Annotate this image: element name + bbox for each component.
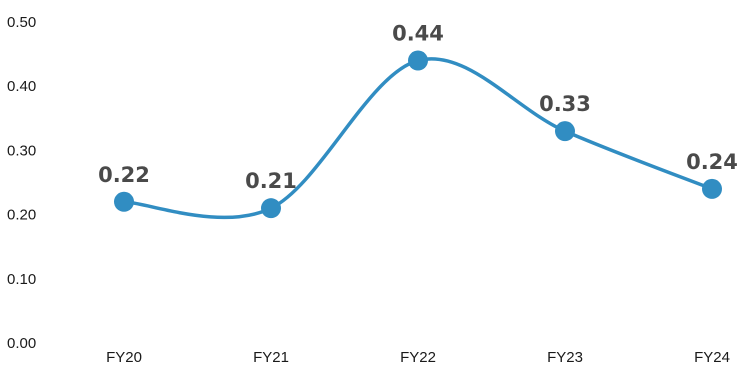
y-axis: 0.00 0.10 0.20 0.30 0.40 0.50 bbox=[7, 14, 36, 352]
y-tick-label: 0.40 bbox=[7, 78, 36, 95]
x-tick-label: FY22 bbox=[400, 349, 436, 366]
data-point bbox=[408, 50, 428, 71]
y-tick-label: 0.00 bbox=[7, 335, 36, 352]
y-tick-label: 0.30 bbox=[7, 142, 36, 159]
data-point bbox=[114, 191, 134, 212]
y-tick-label: 0.10 bbox=[7, 271, 36, 288]
data-point bbox=[555, 121, 575, 142]
y-tick-label: 0.50 bbox=[7, 14, 36, 31]
y-tick-label: 0.20 bbox=[7, 207, 36, 224]
series-line bbox=[122, 57, 714, 220]
x-tick-label: FY24 bbox=[694, 349, 730, 366]
x-tick-label: FY20 bbox=[106, 349, 142, 366]
data-point bbox=[261, 198, 281, 219]
data-label: 0.24 bbox=[686, 150, 738, 174]
data-points bbox=[114, 50, 722, 219]
data-point bbox=[702, 178, 722, 199]
data-label: 0.33 bbox=[539, 92, 591, 116]
x-tick-label: FY21 bbox=[253, 349, 289, 366]
x-axis: FY20 FY21 FY22 FY23 FY24 bbox=[106, 349, 730, 366]
x-tick-label: FY23 bbox=[547, 349, 583, 366]
data-labels: 0.22 0.21 0.44 0.33 0.24 bbox=[98, 22, 738, 194]
data-label: 0.44 bbox=[392, 22, 444, 46]
data-label: 0.21 bbox=[245, 169, 297, 193]
data-label: 0.22 bbox=[98, 163, 150, 187]
